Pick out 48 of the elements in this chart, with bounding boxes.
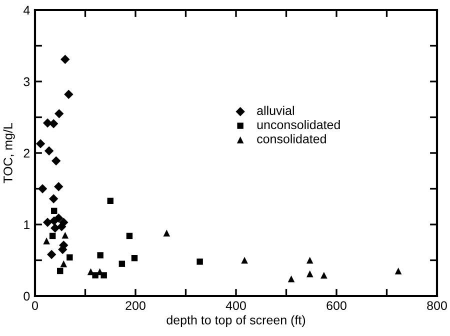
point <box>57 268 64 274</box>
point <box>66 254 73 260</box>
legend-label: unconsolidated <box>257 120 340 130</box>
point <box>49 232 56 240</box>
point <box>306 270 314 278</box>
point <box>54 182 64 192</box>
point <box>60 54 70 64</box>
legend-label: alluvial <box>257 106 294 116</box>
y-tick-label: 4 <box>23 6 30 15</box>
x-tick-label: 800 <box>427 301 447 310</box>
legend-label: consolidated <box>257 134 326 144</box>
point <box>107 198 114 204</box>
y-tick-label: 2 <box>24 148 30 158</box>
y-axis-title: TOC, mg/L <box>3 122 15 184</box>
point <box>44 146 54 156</box>
point <box>320 272 328 279</box>
point <box>126 232 133 240</box>
point <box>241 256 248 264</box>
x-tick-label: 0 <box>32 301 38 310</box>
point <box>306 256 314 264</box>
x-tick-label: 600 <box>326 301 346 310</box>
point <box>97 252 104 258</box>
point <box>48 119 58 128</box>
point <box>48 194 58 204</box>
point <box>62 232 69 239</box>
point <box>64 90 74 99</box>
point <box>118 260 126 267</box>
point <box>394 268 402 274</box>
point <box>36 139 46 148</box>
point <box>50 223 60 233</box>
point <box>50 208 58 214</box>
x-tick-label: 200 <box>126 301 146 310</box>
point <box>43 238 50 244</box>
y-tick-label: 3 <box>24 77 30 86</box>
point <box>196 258 203 265</box>
y-tick-label: 0 <box>24 292 30 301</box>
point <box>54 213 64 223</box>
point <box>54 109 64 118</box>
point <box>131 255 138 262</box>
point <box>46 250 56 260</box>
point <box>52 156 61 166</box>
point <box>60 260 68 268</box>
point <box>288 275 295 282</box>
point <box>163 230 170 236</box>
y-tick-label: 1 <box>24 220 30 230</box>
x-axis-title: depth to top of screen (ft) <box>166 315 306 327</box>
x-tick-label: 400 <box>226 301 246 310</box>
point <box>42 218 52 227</box>
